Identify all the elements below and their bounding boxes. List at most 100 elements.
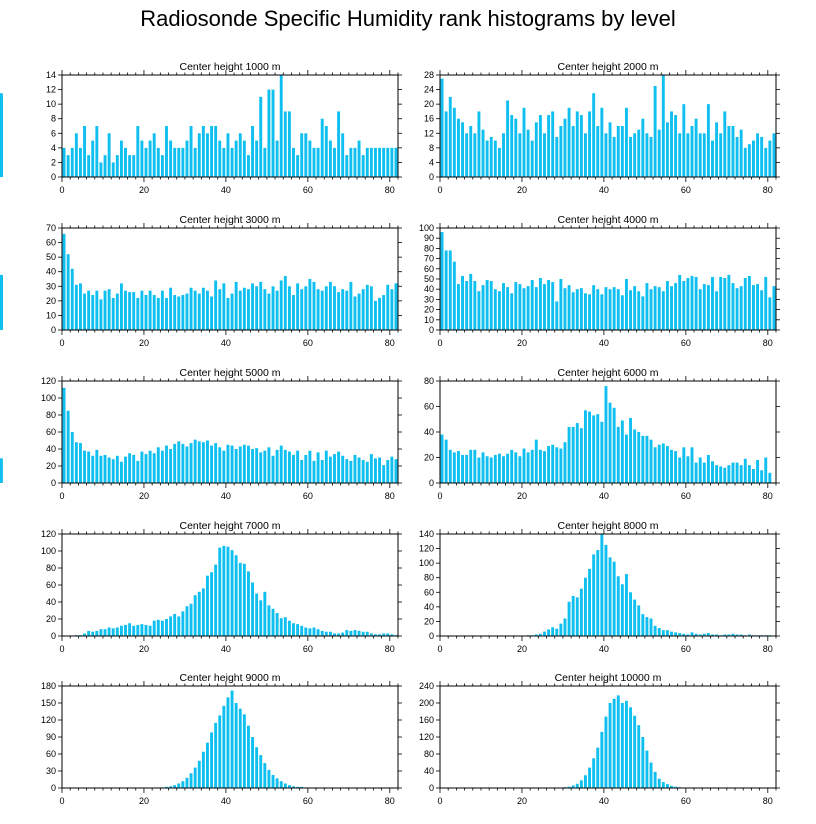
bar (206, 742, 209, 788)
bar (128, 623, 132, 636)
bar (246, 445, 250, 483)
bar (706, 285, 710, 330)
bar (567, 601, 571, 636)
bar (727, 126, 731, 177)
bar (440, 434, 444, 483)
bar (349, 147, 353, 177)
bar (357, 293, 361, 330)
bar (571, 595, 575, 636)
bar (394, 147, 398, 177)
bar (555, 301, 559, 330)
x-tick-label: 0 (59, 796, 64, 806)
bar (181, 443, 185, 483)
bar (772, 133, 776, 177)
bar (296, 155, 300, 177)
bar (756, 133, 760, 177)
bar (571, 126, 575, 177)
bar (267, 605, 271, 636)
bar (612, 287, 616, 330)
bar (115, 293, 119, 330)
x-tick-label: 60 (303, 491, 313, 501)
plot-frame (61, 227, 399, 331)
y-tick-label: 8 (429, 143, 434, 153)
bar (226, 133, 230, 177)
bar (731, 126, 735, 177)
bar (469, 273, 473, 330)
bar (365, 631, 369, 636)
bar (670, 449, 673, 483)
y-tick-label: 0 (429, 783, 434, 793)
y-tick-label: 80 (424, 749, 434, 759)
bar (316, 147, 320, 177)
bar (674, 283, 678, 330)
bar (694, 462, 698, 483)
panel-title: Center height 1000 m (180, 61, 281, 73)
bar (465, 281, 469, 330)
y-tick-label: 50 (46, 252, 56, 262)
bar (263, 147, 267, 177)
bar (185, 293, 189, 330)
bar (592, 93, 596, 177)
bar (547, 629, 551, 636)
bar (584, 775, 587, 788)
bar (78, 443, 82, 483)
bar (353, 147, 357, 177)
bar (567, 107, 571, 177)
bar (616, 695, 620, 788)
bar (251, 283, 254, 330)
bar (99, 455, 103, 483)
bar (107, 627, 111, 636)
bar (259, 452, 263, 483)
bar (91, 140, 95, 177)
bar (645, 435, 649, 483)
bar (152, 453, 156, 483)
bar (189, 773, 193, 788)
bar (563, 118, 567, 177)
bar (665, 281, 669, 330)
panel-8: Center height 8000 m 0 20 40 60 80 0 20 40 60 80 10… (419, 520, 780, 654)
bar (87, 630, 91, 636)
y-tick-label: 100 (41, 393, 56, 403)
y-tick-label: 40 (46, 444, 56, 454)
bar (473, 133, 477, 177)
bar (238, 562, 242, 636)
y-tick-label: 4 (51, 143, 56, 153)
bar (267, 89, 271, 177)
bar (214, 126, 218, 177)
y-tick-label: 10 (424, 315, 434, 325)
bar (678, 457, 682, 483)
panel-title: Center height 10000 m (555, 672, 662, 684)
bar (140, 624, 144, 636)
x-tick-label: 60 (303, 644, 313, 654)
bar (210, 732, 214, 788)
x-tick-label: 20 (517, 338, 527, 348)
bar (390, 289, 394, 330)
bar (670, 286, 673, 330)
bar (571, 292, 575, 330)
y-tick-label: 0 (429, 631, 434, 641)
bar (497, 147, 501, 177)
y-tick-label: 160 (419, 715, 434, 725)
bar (592, 285, 596, 330)
bar (369, 286, 373, 330)
y-tick-label: 20 (424, 616, 434, 626)
bar (74, 284, 78, 330)
bar (629, 290, 632, 330)
bar (345, 459, 349, 483)
bar (201, 287, 205, 330)
bar (140, 451, 144, 483)
bar (637, 432, 641, 483)
bar (312, 147, 316, 177)
bar (469, 449, 473, 483)
bar (394, 283, 398, 330)
bar (119, 625, 123, 636)
bar (259, 600, 263, 636)
bar (169, 449, 173, 483)
bar (189, 603, 193, 636)
bar (596, 126, 600, 177)
bar (337, 292, 341, 330)
bar (91, 455, 95, 483)
bar (275, 290, 279, 330)
bar (103, 629, 107, 636)
x-tick-label: 40 (221, 491, 231, 501)
